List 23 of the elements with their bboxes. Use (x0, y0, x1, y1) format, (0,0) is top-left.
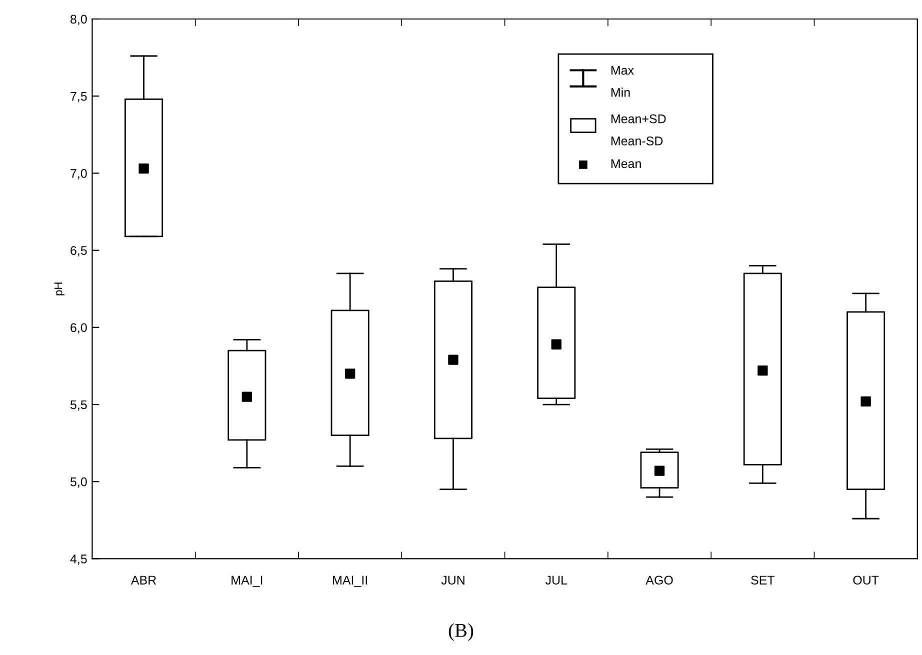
annotation: Max (611, 66, 634, 75)
y-tick-label: 8,0 (70, 14, 87, 26)
y-tick-label: 4,5 (70, 554, 87, 565)
y-tick-label: 7,5 (70, 92, 87, 102)
annotation: Mean-SD (611, 136, 663, 146)
x-tick-label: ABR (130, 576, 156, 584)
y-tick-label: 6,0 (70, 323, 87, 334)
x-tick-label: JUL (545, 576, 568, 585)
annotation: Min (611, 88, 630, 97)
x-tick-label: MAI_II (333, 576, 367, 587)
x-tick-label: JUN (441, 576, 464, 585)
x-tick-label: MAI_I (232, 576, 262, 587)
annotation: Mean (611, 159, 641, 168)
x-tick-label: SET (751, 576, 775, 585)
y-tick-label: 7,0 (70, 169, 87, 180)
y-tick-label: 6,5 (70, 246, 87, 256)
y-axis-title: pH (54, 282, 64, 296)
x-tick-label: OUT (853, 576, 879, 585)
x-tick-label: AGO (646, 576, 673, 585)
y-tick-label: 5,5 (70, 400, 87, 411)
annotation: Mean+SD (611, 114, 666, 124)
y-tick-label: 5,0 (70, 477, 87, 488)
text: (B) (448, 623, 474, 641)
